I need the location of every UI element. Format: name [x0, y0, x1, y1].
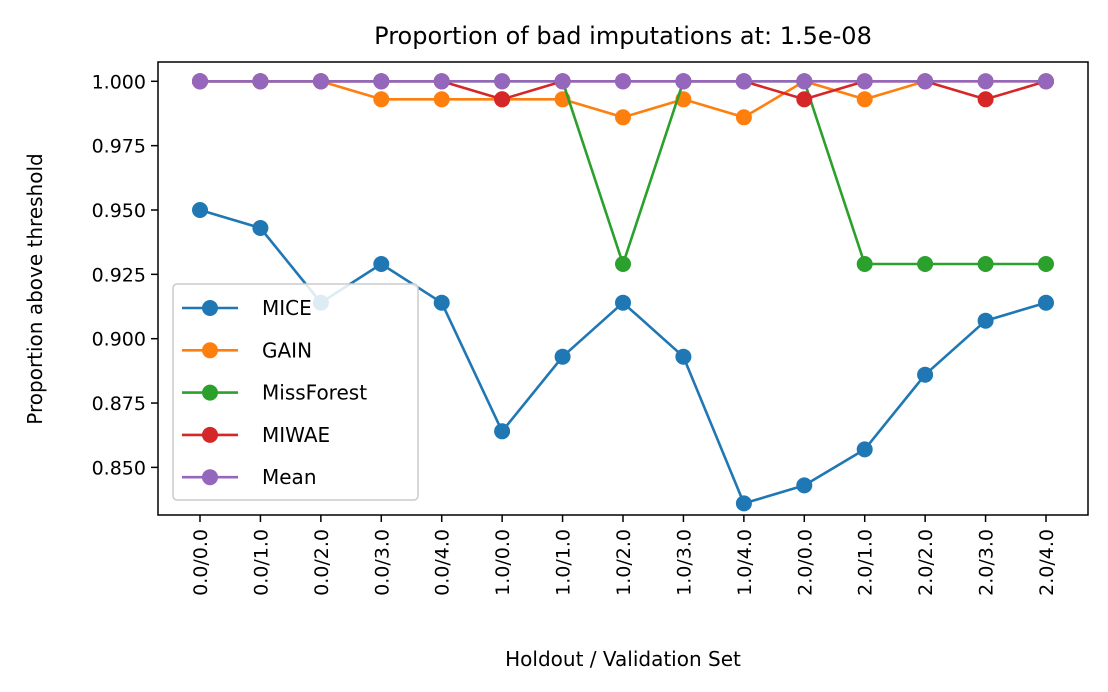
data-point-mean [977, 73, 994, 90]
x-tick-label: 0.0/3.0 [371, 529, 393, 596]
x-tick-label: 1.0/2.0 [613, 529, 635, 596]
data-point-mean [615, 73, 631, 90]
x-tick-label: 1.0/4.0 [734, 529, 756, 596]
data-point-mice [1038, 294, 1054, 311]
data-point-mean [735, 73, 752, 90]
legend-swatch-marker [202, 426, 218, 443]
data-point-mean [675, 73, 692, 90]
y-tick-label: 0.850 [92, 457, 146, 479]
data-point-mice [433, 294, 450, 311]
data-point-mean [917, 73, 934, 90]
x-axis-title: Holdout / Validation Set [505, 647, 741, 671]
data-point-missforest [917, 256, 934, 272]
y-tick-label: 0.925 [92, 264, 146, 286]
data-point-mice [252, 220, 269, 236]
x-tick-label: 1.0/1.0 [553, 529, 575, 596]
data-point-miwae [796, 91, 813, 108]
legend-label: MICE [262, 296, 312, 320]
data-point-mice [856, 441, 873, 458]
data-point-gain [433, 91, 450, 108]
legend-label: GAIN [262, 338, 312, 362]
data-point-gain [856, 91, 873, 108]
data-point-mice [917, 366, 934, 383]
y-axis-title: Proportion above threshold [23, 153, 47, 424]
data-point-gain [735, 109, 752, 126]
y-tick-label: 1.000 [92, 71, 146, 93]
axes: 0.850 0.875 0.900 0.925 0.950 0.975 1.000 0.0/0… [92, 61, 1089, 596]
data-point-mean [373, 73, 390, 90]
x-tick-label: 0.0/4.0 [432, 529, 454, 596]
data-point-mice [796, 477, 813, 494]
data-point-mean [252, 73, 269, 90]
legend-label: MIWAE [262, 423, 330, 447]
data-point-miwae [494, 91, 511, 108]
y-tick-label: 0.950 [92, 200, 146, 222]
data-point-missforest [856, 256, 873, 272]
legend-label: MissForest [262, 381, 367, 405]
data-point-missforest [977, 256, 994, 272]
data-point-mean [554, 73, 571, 90]
plot-area [192, 73, 1054, 512]
legend-label: Mean [262, 465, 317, 489]
legend-item-miwae: MIWAE [182, 423, 330, 447]
data-point-mice [554, 348, 571, 365]
legend-swatch-marker [202, 342, 218, 359]
x-tick-label: 1.0/0.0 [492, 529, 514, 596]
data-point-mean [796, 73, 813, 90]
series-missforest [192, 73, 1054, 272]
x-tick-label: 0.0/0.0 [190, 529, 212, 596]
data-point-gain [373, 91, 390, 108]
y-tick-label: 0.875 [92, 393, 146, 415]
data-point-mice [615, 294, 631, 311]
data-point-gain [615, 109, 631, 126]
y-tick-label: 0.975 [92, 136, 146, 158]
x-tick-label: 2.0/4.0 [1036, 529, 1058, 596]
data-point-mean [494, 73, 511, 90]
legend-swatch-marker [202, 300, 218, 316]
data-point-mice [735, 495, 752, 512]
data-point-mice [675, 348, 692, 365]
data-point-mean [433, 73, 450, 90]
data-point-mean [856, 73, 873, 90]
legend-swatch-marker [202, 469, 218, 486]
data-point-mice [494, 423, 511, 440]
data-point-mean [1038, 73, 1054, 90]
data-point-mice [373, 256, 390, 272]
data-point-mean [312, 73, 329, 90]
y-tick-label: 0.900 [92, 329, 146, 351]
data-point-missforest [1038, 256, 1054, 272]
legend-item-mice: MICE [182, 296, 312, 320]
legend-item-missforest: MissForest [182, 381, 367, 405]
legend-swatch-marker [202, 384, 218, 401]
x-tick-label: 2.0/0.0 [794, 529, 816, 596]
x-tick-label: 0.0/1.0 [250, 529, 272, 596]
x-tick-label: 2.0/1.0 [855, 529, 877, 596]
legend-item-gain: GAIN [182, 338, 312, 362]
legend: MICE GAIN MissForest MIWAE Mean [172, 283, 419, 501]
series-mean [192, 73, 1054, 90]
chart-title: Proportion of bad imputations at: 1.5e-0… [374, 22, 872, 50]
data-point-missforest [615, 256, 631, 272]
x-tick-label: 0.0/2.0 [311, 529, 333, 596]
data-point-miwae [977, 91, 994, 108]
data-point-mice [977, 312, 994, 329]
data-point-mice [192, 202, 208, 218]
x-tick-label: 2.0/3.0 [976, 529, 998, 596]
x-tick-label: 1.0/3.0 [673, 529, 695, 596]
legend-item-mean: Mean [182, 465, 317, 489]
series-line-missforest [200, 80, 1046, 266]
x-tick-label: 2.0/2.0 [915, 529, 937, 596]
data-point-mean [192, 73, 208, 90]
legend-box [172, 283, 419, 501]
